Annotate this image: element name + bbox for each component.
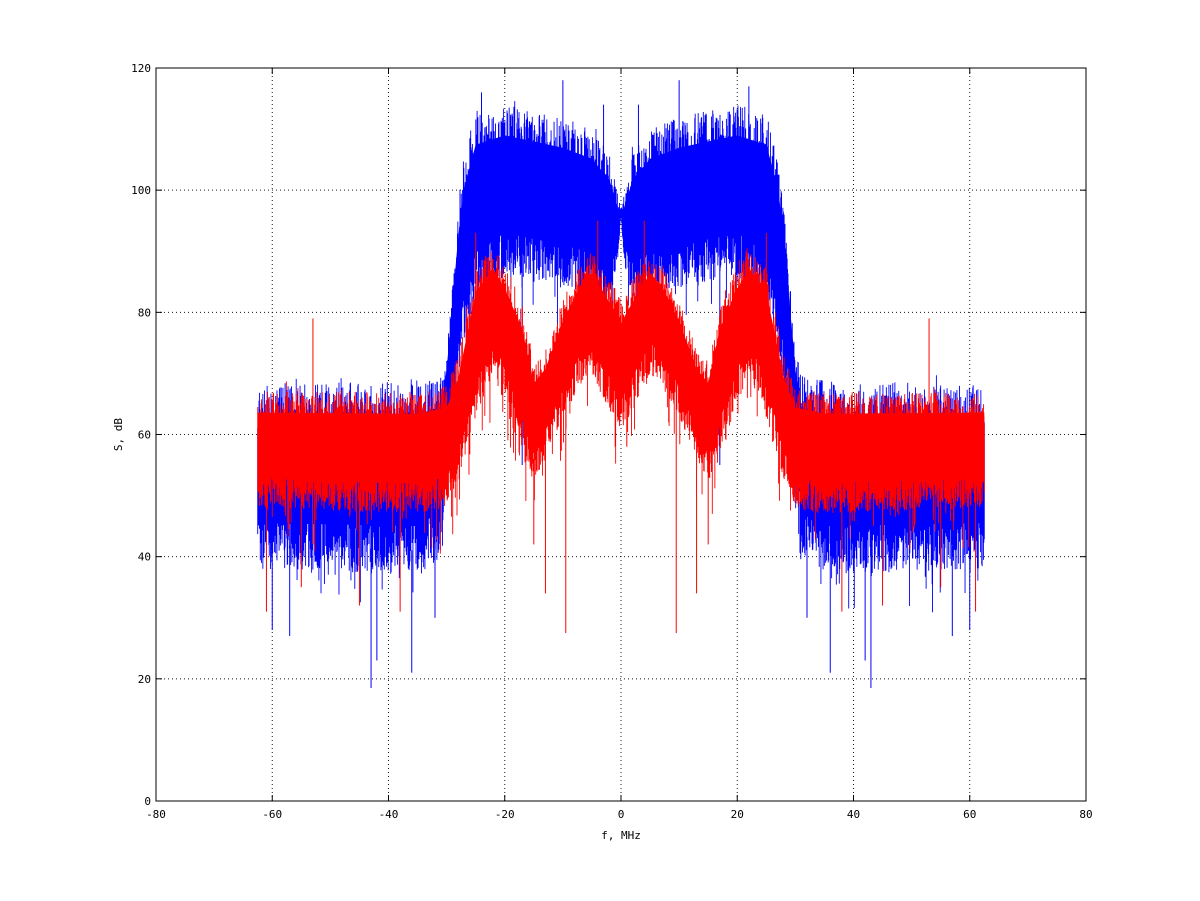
- x-tick-label: 20: [731, 808, 744, 821]
- x-tick-label: 60: [963, 808, 976, 821]
- spectrum-body: [257, 268, 985, 484]
- y-tick-label: 40: [138, 551, 151, 564]
- y-axis-title: S, dB: [112, 418, 125, 451]
- spectrum-series: [257, 220, 985, 634]
- y-tick-label: 80: [138, 306, 151, 319]
- series-layer: [257, 80, 985, 688]
- y-tick-label: 0: [144, 795, 151, 808]
- y-tick-label: 60: [138, 429, 151, 442]
- x-tick-label: 0: [618, 808, 625, 821]
- y-tick-label: 120: [131, 62, 151, 75]
- x-axis-title: f, MHz: [601, 829, 641, 842]
- x-tick-label: -60: [262, 808, 282, 821]
- y-tick-label: 20: [138, 673, 151, 686]
- x-tick-label: -20: [495, 808, 515, 821]
- axis-ticks: -80 -60 -40 -20 0 20 40 60 80 0 20 40 60 80 100 120: [131, 62, 1093, 821]
- y-tick-label: 100: [131, 184, 151, 197]
- x-tick-label: 40: [847, 808, 860, 821]
- x-tick-label: -40: [379, 808, 399, 821]
- x-tick-label: -80: [146, 808, 166, 821]
- x-tick-label: 80: [1079, 808, 1092, 821]
